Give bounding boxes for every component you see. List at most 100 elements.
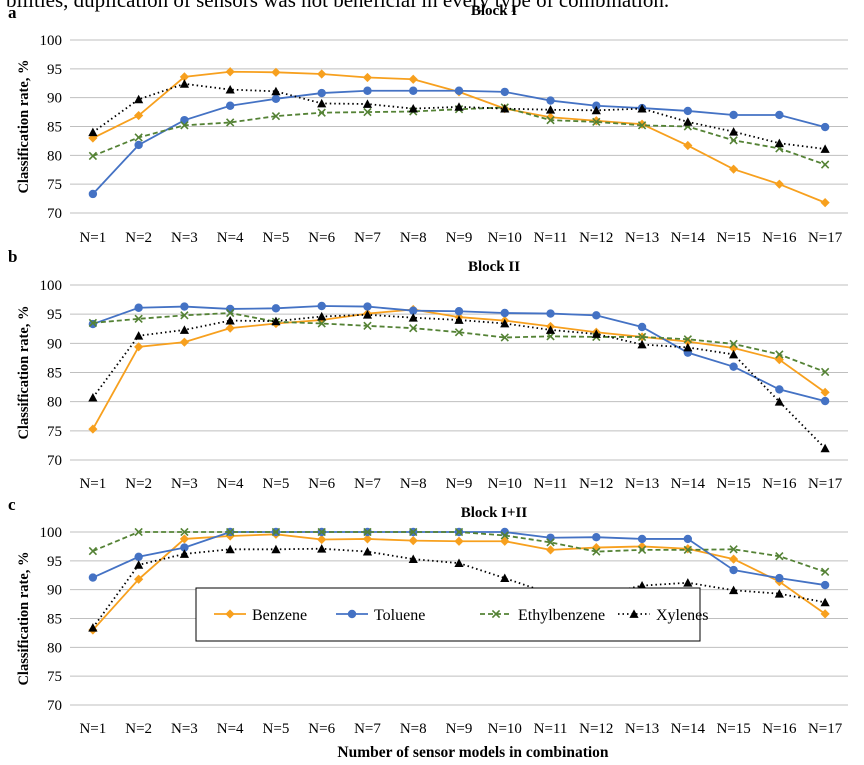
data-point-toluene — [363, 302, 372, 311]
x-tick-label: N=3 — [171, 721, 198, 737]
data-point-benzene — [728, 554, 739, 564]
data-point-benzene — [134, 110, 144, 121]
data-point-benzene — [362, 534, 373, 544]
x-tick-label: N=9 — [446, 721, 473, 737]
chart-panel-b: 70 75 80 85 90 95 100 N=1 N=2 N=3 N=4 N=5 N=6 N=7 N=8 N… — [8, 247, 848, 492]
data-point-xylenes — [683, 117, 693, 126]
data-point-ethylbenzene — [592, 117, 601, 127]
y-tick-label: 75 — [47, 669, 62, 685]
data-point-xylenes — [545, 325, 556, 334]
x-tick-label: N=10 — [488, 721, 522, 737]
data-point-xylenes — [637, 581, 647, 590]
series-line-xylenes — [92, 82, 826, 150]
y-tick-label: 75 — [47, 424, 62, 440]
x-tick-label: N=8 — [400, 721, 427, 737]
data-point-xylenes — [317, 311, 327, 321]
panel-letter: b — [8, 247, 17, 266]
y-tick-label: 95 — [47, 307, 62, 323]
data-point-xylenes — [179, 549, 190, 558]
data-point-toluene — [820, 580, 830, 590]
data-point-xylenes — [271, 86, 281, 96]
y-axis-label: Classification rate, % — [16, 305, 32, 439]
data-point-ethylbenzene — [546, 115, 555, 125]
legend-label-toluene: Toluene — [374, 607, 425, 624]
y-tick-label: 80 — [47, 640, 62, 656]
x-tick-label: N=11 — [534, 721, 568, 737]
x-tick-label: N=13 — [625, 721, 659, 737]
x-tick-label: N=12 — [579, 721, 613, 737]
x-tick-label: N=13 — [625, 230, 659, 246]
data-point-benzene — [179, 534, 190, 544]
data-point-toluene — [500, 308, 509, 318]
data-point-xylenes — [774, 589, 784, 598]
data-point-ethylbenzene — [546, 538, 555, 547]
x-tick-label: N=1 — [79, 721, 106, 737]
x-tick-label: N=5 — [263, 230, 290, 246]
data-point-ethylbenzene — [500, 333, 509, 342]
data-point-toluene — [225, 101, 235, 110]
data-point-toluene — [592, 532, 601, 542]
data-point-benzene — [820, 609, 830, 619]
data-point-xylenes — [271, 544, 281, 554]
data-point-xylenes — [545, 105, 556, 114]
series-xylenes — [88, 79, 830, 153]
data-point-toluene — [134, 303, 143, 312]
data-point-benzene — [820, 198, 830, 208]
data-point-ethylbenzene — [409, 527, 418, 537]
y-axis-label: Classification rate, % — [16, 59, 32, 193]
data-point-toluene — [820, 396, 830, 406]
data-point-toluene — [546, 96, 555, 105]
data-point-toluene — [592, 311, 601, 320]
data-point-toluene — [317, 88, 326, 98]
data-point-xylenes — [683, 342, 693, 352]
data-point-xylenes — [591, 329, 601, 338]
data-point-ethylbenzene — [683, 545, 692, 555]
data-point-xylenes — [728, 127, 739, 136]
legend-label-ethylbenzene: Ethylbenzene — [518, 607, 605, 624]
data-point-xylenes — [134, 94, 144, 104]
data-point-xylenes — [88, 392, 98, 402]
data-point-toluene — [637, 534, 647, 544]
y-tick-label: 90 — [47, 583, 62, 599]
x-tick-label: N=1 — [79, 230, 106, 246]
x-tick-label: N=5 — [263, 476, 290, 492]
y-tick-label: 70 — [47, 206, 62, 222]
data-point-ethylbenzene — [363, 107, 372, 117]
legend-marker-ethylbenzene — [491, 609, 501, 619]
data-point-benzene — [637, 119, 647, 129]
data-point-ethylbenzene — [134, 133, 143, 142]
data-point-benzene — [225, 323, 235, 333]
x-tick-label: N=17 — [808, 230, 843, 246]
data-point-benzene — [454, 536, 464, 546]
x-tick-label: N=15 — [716, 230, 750, 246]
data-point-xylenes — [317, 544, 327, 553]
x-tick-label: N=9 — [446, 476, 473, 492]
data-point-ethylbenzene — [729, 339, 738, 349]
data-point-xylenes — [774, 397, 784, 406]
data-point-xylenes — [362, 310, 373, 319]
data-point-toluene — [271, 94, 281, 104]
data-point-ethylbenzene — [729, 136, 738, 145]
x-tick-label: N=1 — [79, 476, 106, 492]
chart-title: Block I+II — [461, 505, 528, 521]
data-point-toluene — [683, 534, 693, 544]
data-point-ethylbenzene — [683, 335, 692, 344]
panel-letter: a — [8, 3, 17, 22]
data-point-toluene — [225, 304, 235, 314]
data-point-benzene — [683, 140, 693, 151]
data-point-toluene — [546, 309, 555, 318]
chart-title: Block I — [471, 3, 517, 19]
data-point-ethylbenzene — [637, 545, 647, 555]
data-point-xylenes — [500, 318, 510, 328]
x-tick-label: N=3 — [171, 230, 198, 246]
x-tick-label: N=12 — [579, 476, 613, 492]
data-point-xylenes — [317, 98, 327, 108]
data-point-xylenes — [134, 331, 144, 340]
data-point-benzene — [683, 544, 693, 554]
x-tick-label: N=4 — [217, 230, 244, 246]
data-point-benzene — [179, 72, 190, 82]
x-tick-label: N=7 — [354, 721, 381, 737]
y-tick-label: 95 — [47, 554, 62, 570]
legend-box — [195, 587, 701, 642]
